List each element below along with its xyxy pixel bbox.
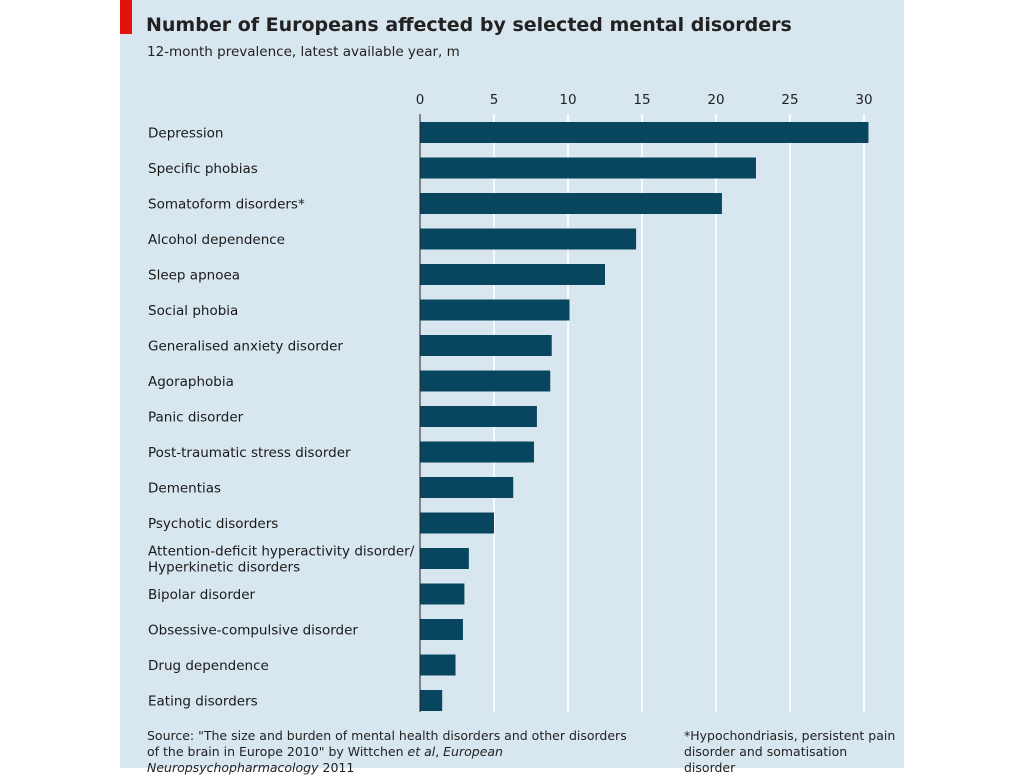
source-line-2-b: , [435,744,444,759]
bar [420,299,570,321]
source-line-1: Source: "The size and burden of mental h… [147,728,627,743]
footnote-line-1: *Hypochondriasis, persistent pain [684,728,896,743]
bar [420,548,469,569]
category-label: Generalised anxiety disorder [148,339,343,355]
bar [420,654,456,676]
category-label: Alcohol dependence [148,232,285,248]
footnote: *Hypochondriasis, persistent pain disord… [684,728,896,776]
bar [420,477,514,498]
category-label: Eating disorders [148,694,258,710]
x-tick-label: 25 [781,92,798,108]
category-label: Post-traumatic stress disorder [148,445,351,461]
bar [420,619,463,640]
category-label: Agoraphobia [148,374,234,390]
category-label: Panic disorder [148,410,244,426]
bar [420,157,756,179]
bar [420,335,552,356]
bar [420,406,537,427]
bar [420,122,869,143]
category-label: Specific phobias [148,161,258,177]
bar [420,441,534,463]
x-tick-label: 15 [633,92,650,108]
bar [420,228,637,250]
category-label: Dementias [148,481,221,497]
source-line-2-a: of the brain in Europe 2010" by Wittchen [147,744,408,759]
brand-red-tag [120,0,132,34]
footnote-line-2: disorder and somatisation disorder [684,744,848,775]
bar [420,583,465,605]
category-label: Hyperkinetic disorders [148,560,300,576]
category-label: Obsessive-compulsive disorder [148,623,358,639]
bar [420,370,551,392]
chart-subtitle: 12-month prevalence, latest available ye… [147,44,460,60]
x-tick-label: 0 [416,92,425,108]
category-label: Bipolar disorder [148,587,256,603]
category-label: Depression [148,126,223,142]
bar [420,193,722,214]
bar [420,512,494,534]
category-label: Psychotic disorders [148,516,278,532]
source-etal: et al [407,744,436,759]
bar [420,690,443,711]
x-tick-label: 5 [490,92,499,108]
bar [420,264,605,285]
category-label: Attention-deficit hyperactivity disorder… [148,544,415,560]
chart-title: Number of Europeans affected by selected… [146,14,792,36]
x-tick-label: 30 [855,92,872,108]
category-label: Drug dependence [148,658,269,674]
category-label: Social phobia [148,303,238,319]
source-line-2: of the brain in Europe 2010" by Wittchen… [147,744,667,776]
x-tick-label: 10 [559,92,576,108]
category-label: Sleep apnoea [148,268,240,284]
category-label: Somatoform disorders* [148,197,305,213]
x-tick-label: 20 [707,92,724,108]
source-note: Source: "The size and burden of mental h… [147,728,667,776]
